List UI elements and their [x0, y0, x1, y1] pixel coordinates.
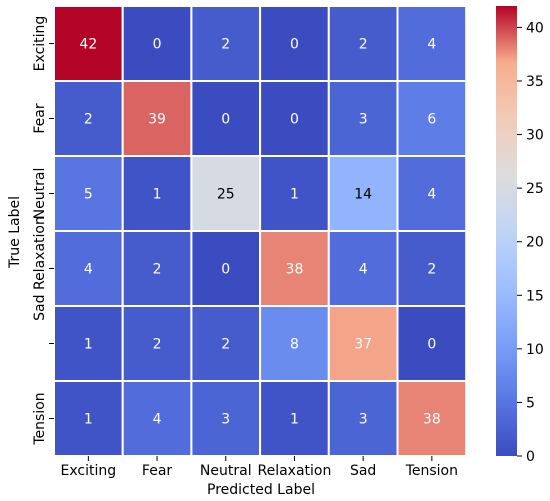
heatmap-cell — [396, 380, 468, 457]
y-tick-label: Fear — [32, 103, 48, 133]
heatmap-cell — [259, 230, 330, 307]
colorbar-tick-label: 30 — [526, 128, 544, 144]
cell-value-label: 4 — [427, 37, 436, 53]
cell-value-label: 25 — [217, 187, 235, 203]
cell-value-label: 1 — [290, 187, 299, 203]
heatmap-cell — [327, 305, 399, 382]
heatmap-cell — [53, 380, 124, 457]
cell-value-label: 4 — [359, 262, 368, 278]
cell-value-label: 1 — [84, 412, 93, 428]
heatmap-cell — [259, 80, 330, 157]
x-axis-ticks: Exciting Fear Neutral Relaxation Sad Tension — [61, 456, 458, 479]
cell-value-label: 4 — [427, 187, 436, 203]
cell-value-label: 38 — [286, 262, 304, 278]
cell-value-label: 42 — [79, 37, 97, 53]
colorbar-tick-label: 15 — [526, 288, 544, 304]
cell-value-label: 0 — [221, 262, 230, 278]
heatmap-cell — [259, 305, 330, 382]
cell-value-label: 0 — [290, 112, 299, 128]
cell-value-label: 39 — [148, 112, 166, 128]
colorbar-tick-label: 0 — [526, 449, 535, 465]
cell-value-label: 6 — [427, 112, 436, 128]
x-tick-label: Tension — [405, 463, 458, 479]
cell-value-label: 1 — [84, 337, 93, 353]
cell-value-label: 0 — [290, 37, 299, 53]
x-tick-label: Exciting — [61, 463, 117, 479]
colorbar — [496, 6, 517, 456]
cell-value-label: 3 — [359, 112, 368, 128]
cell-value-label: 2 — [221, 37, 230, 53]
colorbar-tick-label: 10 — [526, 342, 544, 358]
cell-value-label: 0 — [427, 337, 436, 353]
cell-value-label: 0 — [153, 37, 162, 53]
y-axis-label: True Label — [7, 196, 23, 269]
heatmap-cell — [396, 305, 468, 382]
heatmap-cell-labels: 42 0 2 0 2 42 39 0 0 3 65 1 25 1 14 44 2 0 38 4 21 2 2 8 37 01 4 3 1… — [79, 37, 440, 428]
colorbar-tick-label: 5 — [526, 395, 535, 411]
cell-value-label: 2 — [427, 262, 436, 278]
colorbar-tick-label: 25 — [526, 181, 544, 197]
cell-value-label: 3 — [221, 412, 230, 428]
heatmap-cell — [121, 155, 193, 232]
cell-value-label: 1 — [153, 187, 162, 203]
cell-value-label: 4 — [84, 262, 93, 278]
y-tick-label: Sad Relaxation — [32, 216, 48, 321]
y-tick-label: Tension — [32, 392, 48, 445]
heatmap-cell — [396, 80, 468, 157]
cell-value-label: 4 — [153, 412, 162, 428]
cell-value-label: 3 — [359, 412, 368, 428]
heatmap-cell — [327, 155, 399, 232]
heatmap-cells — [53, 5, 468, 457]
heatmap-cell — [121, 80, 193, 157]
cell-value-label: 5 — [84, 187, 93, 203]
heatmap-cell — [396, 155, 468, 232]
heatmap-cell — [121, 5, 193, 82]
cell-value-label: 14 — [354, 187, 372, 203]
x-tick-label: Sad — [350, 463, 376, 479]
heatmap-cell — [190, 230, 262, 307]
cell-value-label: 1 — [290, 412, 299, 428]
heatmap-cell — [121, 230, 193, 307]
cell-value-label: 2 — [153, 337, 162, 353]
colorbar-ticks: 0 5 10 15 20 25 30 35 40 — [517, 20, 544, 465]
cell-value-label: 2 — [153, 262, 162, 278]
cell-value-label: 0 — [221, 112, 230, 128]
heatmap-cell — [396, 5, 468, 82]
heatmap-cell — [190, 305, 262, 382]
y-tick-label: Neutral — [32, 168, 48, 220]
colorbar-tick-label: 35 — [526, 74, 544, 90]
heatmap-cell — [327, 230, 399, 307]
colorbar-tick-label: 40 — [526, 20, 544, 36]
x-tick-label: Relaxation — [258, 463, 332, 479]
heatmap-cell — [259, 155, 330, 232]
heatmap-cell — [53, 230, 124, 307]
heatmap-cell — [396, 230, 468, 307]
cell-value-label: 38 — [423, 412, 441, 428]
cell-value-label: 2 — [221, 337, 230, 353]
x-axis-label: Predicted Label — [207, 482, 315, 498]
cell-value-label: 8 — [290, 337, 299, 353]
x-tick-label: Neutral — [200, 463, 252, 479]
cell-value-label: 2 — [359, 37, 368, 53]
x-tick-label: Fear — [142, 463, 172, 479]
y-tick-label: Exciting — [32, 16, 48, 72]
cell-value-label: 2 — [84, 112, 93, 128]
colorbar-tick-label: 20 — [526, 235, 544, 251]
cell-value-label: 37 — [354, 337, 372, 353]
